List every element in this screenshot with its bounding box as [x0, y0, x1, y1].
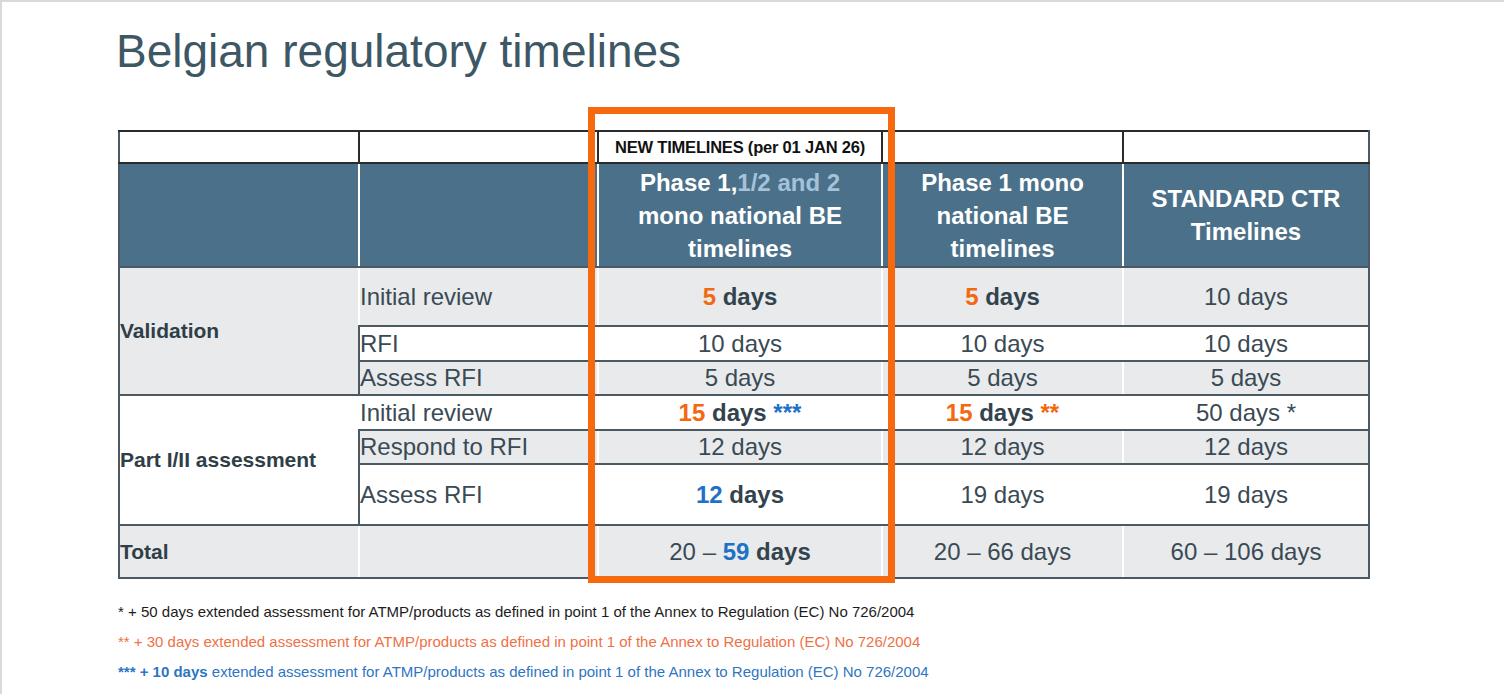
value-part-initial-standard: 50 days *: [1123, 395, 1369, 430]
value-part-assess-standard: 19 days: [1123, 464, 1369, 525]
footnote-marker-blue: ***: [773, 399, 801, 426]
value-validation-assess-phase1: 5 days: [882, 361, 1123, 395]
header-phase12-rest: mono national BE timelines: [638, 202, 842, 262]
task-initial-review: Initial review: [359, 267, 598, 326]
value-number: 5: [703, 283, 716, 310]
empty-header-cell: [119, 163, 359, 267]
value-unit: days: [723, 283, 778, 310]
row-validation-initial-review: Validation Initial review 5 days 5 days …: [119, 267, 1369, 326]
value-part-initial-phase12: 15 days ***: [598, 395, 882, 430]
value-unit: days: [985, 283, 1040, 310]
task-respond-to-rfi: Respond to RFI: [359, 430, 598, 464]
value-part-respond-phase1: 12 days: [882, 430, 1123, 464]
category-validation: Validation: [119, 267, 359, 395]
value-part-assess-phase1: 19 days: [882, 464, 1123, 525]
value-validation-assess-phase12: 5 days: [598, 361, 882, 395]
column-header-row: Phase 1,1/2 and 2 mono national BE timel…: [119, 163, 1369, 267]
value-number: 15: [679, 399, 706, 426]
footnotes: * + 50 days extended assessment for ATMP…: [118, 603, 929, 693]
value-unit: days: [979, 399, 1034, 426]
footnote-text: extended assessment for ATMP/products as…: [212, 663, 929, 680]
value-number: 15: [946, 399, 973, 426]
row-total: Total 20 – 59 days 20 – 66 days 60 – 106…: [119, 525, 1369, 578]
value-part-initial-phase1: 15 days **: [882, 395, 1123, 430]
empty-cell: [1123, 131, 1369, 163]
value-part-respond-standard: 12 days: [1123, 430, 1369, 464]
value-number: 5: [965, 283, 978, 310]
new-timelines-row: NEW TIMELINES (per 01 JAN 26): [119, 131, 1369, 163]
footnote-marker-orange: **: [1041, 399, 1060, 426]
value-validation-assess-standard: 5 days: [1123, 361, 1369, 395]
total-number: 59: [723, 538, 750, 565]
category-part-assessment: Part I/II assessment: [119, 395, 359, 525]
header-phase1-mono-be: Phase 1 mono national BE timelines: [882, 163, 1123, 267]
empty-header-cell: [359, 163, 598, 267]
header-phase12-lightblue-part: 1/2 and 2: [737, 169, 840, 196]
value-validation-initial-phase12: 5 days: [598, 267, 882, 326]
page-title: Belgian regulatory timelines: [116, 24, 681, 78]
row-part-initial-review: Part I/II assessment Initial review 15 d…: [119, 395, 1369, 430]
value-part-respond-phase12: 12 days: [598, 430, 882, 464]
value-total-standard: 60 – 106 days: [1123, 525, 1369, 578]
value-validation-rfi-phase1: 10 days: [882, 326, 1123, 361]
value-validation-initial-standard: 10 days: [1123, 267, 1369, 326]
timelines-table-container: NEW TIMELINES (per 01 JAN 26) Phase 1,1/…: [118, 130, 1370, 579]
value-unit: days: [712, 399, 767, 426]
header-phase12-mono-be: Phase 1,1/2 and 2 mono national BE timel…: [598, 163, 882, 267]
value-validation-initial-phase1: 5 days: [882, 267, 1123, 326]
footnote-standard: * + 50 days extended assessment for ATMP…: [118, 603, 929, 621]
empty-cell: [359, 525, 598, 578]
task-assess-rfi: Assess RFI: [359, 464, 598, 525]
task-initial-review: Initial review: [359, 395, 598, 430]
value-part-assess-phase12: 12 days: [598, 464, 882, 525]
footnote-text: ** + 30 days extended assessment for ATM…: [118, 633, 920, 650]
total-unit: days: [756, 538, 811, 565]
value-validation-rfi-phase12: 10 days: [598, 326, 882, 361]
value-number: 12: [696, 481, 723, 508]
header-phase12-white-part: Phase 1,: [640, 169, 737, 196]
footnote-bold-part: *** + 10 days: [118, 663, 208, 680]
footnote-text: * + 50 days extended assessment for ATMP…: [118, 603, 914, 620]
empty-cell: [882, 131, 1123, 163]
empty-cell: [359, 131, 598, 163]
value-total-phase12: 20 – 59 days: [598, 525, 882, 578]
category-total: Total: [119, 525, 359, 578]
value-total-phase1: 20 – 66 days: [882, 525, 1123, 578]
new-timelines-label: NEW TIMELINES (per 01 JAN 26): [598, 131, 882, 163]
value-validation-rfi-standard: 10 days: [1123, 326, 1369, 361]
task-assess-rfi: Assess RFI: [359, 361, 598, 395]
timelines-table: NEW TIMELINES (per 01 JAN 26) Phase 1,1/…: [118, 130, 1370, 579]
task-rfi: RFI: [359, 326, 598, 361]
footnote-phase12-mono: *** + 10 days extended assessment for AT…: [118, 663, 929, 681]
value-unit: days: [729, 481, 784, 508]
total-range-prefix: 20 –: [669, 538, 716, 565]
empty-cell: [119, 131, 359, 163]
footnote-phase1-mono: ** + 30 days extended assessment for ATM…: [118, 633, 929, 651]
header-standard-ctr: STANDARD CTR Timelines: [1123, 163, 1369, 267]
